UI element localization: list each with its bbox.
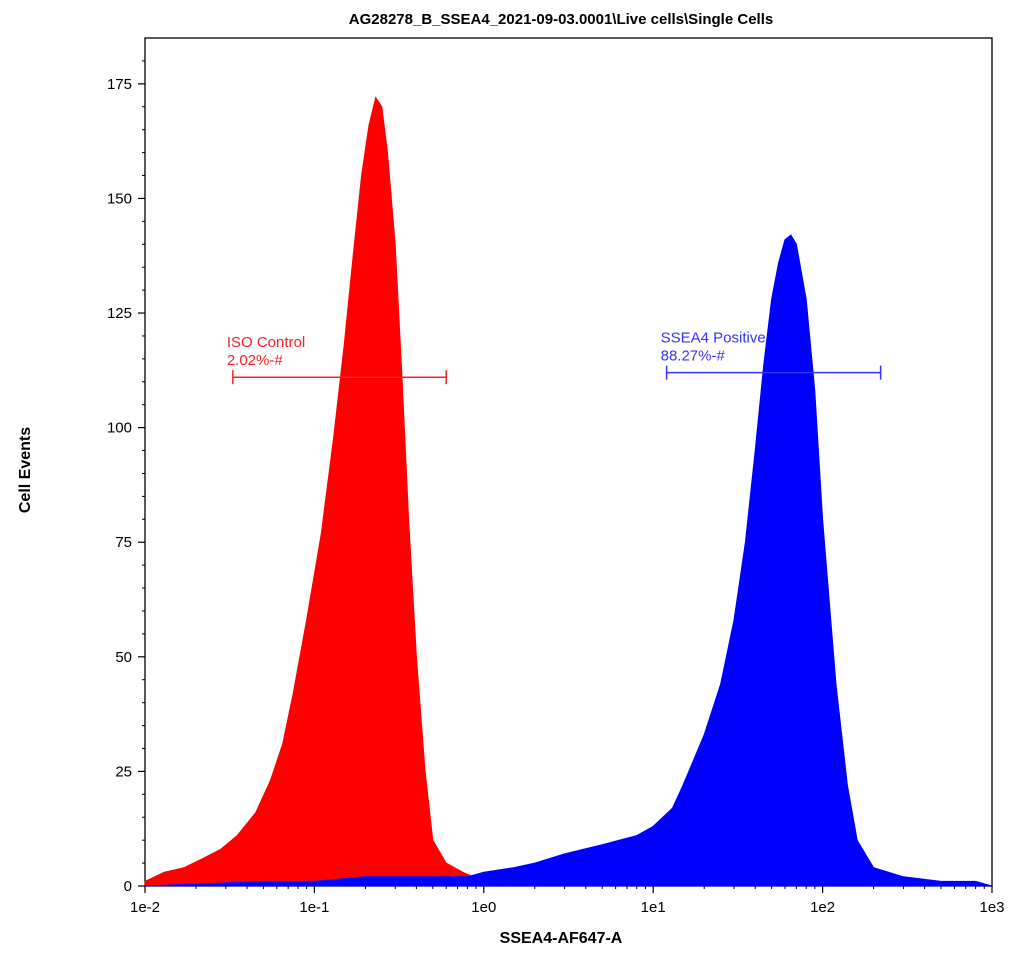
x-tick-label: 1e-2 xyxy=(130,899,160,916)
y-tick-label: 50 xyxy=(115,649,132,666)
x-tick-label: 1e1 xyxy=(641,899,666,916)
gate-value-label: 88.27%-# xyxy=(661,348,726,365)
series-layer xyxy=(144,96,993,887)
y-tick-label: 0 xyxy=(124,878,132,895)
x-axis-label: SSEA4-AF647-A xyxy=(500,930,623,947)
y-tick-label: 75 xyxy=(115,534,132,551)
chart-title: AG28278_B_SSEA4_2021-09-03.0001\Live cel… xyxy=(349,11,773,28)
x-tick-label: 1e-1 xyxy=(299,899,329,916)
x-tick-label: 1e0 xyxy=(471,899,496,916)
gate-value-label: 2.02%-# xyxy=(227,352,284,369)
x-tick-label: 1e3 xyxy=(979,899,1004,916)
series-area-2 xyxy=(144,234,993,887)
y-tick-label: 150 xyxy=(107,190,132,207)
x-tick-label: 1e2 xyxy=(810,899,835,916)
y-tick-label: 125 xyxy=(107,305,132,322)
x-axis: 1e-2 1e-1 1e0 1e1 1e2 1e3 xyxy=(130,886,1005,916)
y-axis: 0 25 50 75 100 125 150 175 xyxy=(107,60,145,895)
plot-frame xyxy=(144,37,993,887)
y-tick-label: 100 xyxy=(107,420,132,437)
gate-name-label: SSEA4 Positive xyxy=(661,330,766,347)
gate-name-label: ISO Control xyxy=(227,334,305,351)
y-tick-label: 25 xyxy=(115,763,132,780)
series-area-1 xyxy=(144,96,498,887)
y-axis-label: Cell Events xyxy=(17,427,34,513)
y-tick-label: 175 xyxy=(107,76,132,93)
